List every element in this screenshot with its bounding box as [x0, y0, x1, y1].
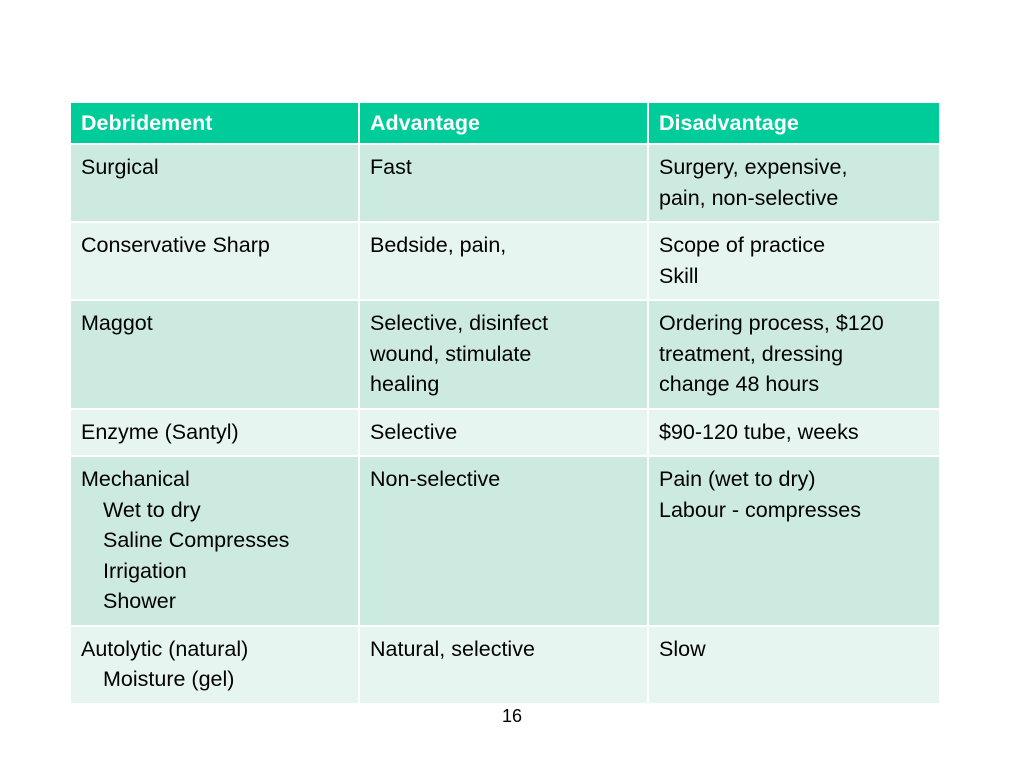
table-row: Surgical Fast Surgery, expensive, pain, …	[69, 143, 941, 223]
cell-disadvantage: $90-120 tube, weeks	[647, 407, 941, 457]
cell-sub-line: Irrigation	[103, 558, 187, 583]
cell-line: Scope of practice	[659, 233, 826, 257]
cell-line: Bedside, pain,	[370, 233, 507, 257]
cell-line: Labour - compresses	[659, 497, 861, 522]
header-advantage: Advantage	[358, 101, 649, 145]
cell-line: Enzyme (Santyl)	[81, 419, 239, 444]
cell-line: Selective, disinfect	[370, 311, 549, 335]
cell-advantage: Selective, disinfect wound, stimulate he…	[358, 299, 649, 410]
cell-line: Mechanical	[81, 467, 190, 491]
cell-advantage: Selective	[358, 407, 649, 457]
cell-line: Pain (wet to dry)	[659, 467, 816, 491]
debridement-table: Debridement Advantage Disadvantage Surgi…	[69, 101, 941, 705]
cell-line: treatment, dressing	[659, 341, 844, 366]
header-disadvantage: Disadvantage	[647, 101, 941, 145]
cell-sub-line: Wet to dry	[103, 497, 201, 522]
cell-debridement: Mechanical Wet to dry Saline Compresses …	[69, 455, 360, 627]
cell-line: Slow	[659, 636, 706, 661]
cell-advantage: Bedside, pain,	[358, 221, 649, 301]
cell-debridement: Enzyme (Santyl)	[69, 407, 360, 457]
cell-line: wound, stimulate	[370, 341, 532, 366]
header-debridement: Debridement	[69, 101, 360, 145]
table-row: Autolytic (natural) Moisture (gel) Natur…	[69, 624, 941, 705]
cell-line: change 48 hours	[659, 372, 820, 396]
table-row: Enzyme (Santyl) Selective $90-120 tube, …	[69, 407, 941, 457]
cell-line: Maggot	[81, 311, 153, 335]
table-row: Mechanical Wet to dry Saline Compresses …	[69, 455, 941, 627]
cell-disadvantage: Scope of practice Skill	[647, 221, 941, 301]
cell-line: Surgical	[81, 155, 159, 179]
cell-sub-line: Moisture (gel)	[103, 667, 235, 691]
cell-advantage: Non-selective	[358, 455, 649, 627]
cell-disadvantage: Surgery, expensive, pain, non-selective	[647, 143, 941, 223]
cell-sub-line: Saline Compresses	[103, 528, 290, 552]
table-row: Conservative Sharp Bedside, pain, Scope …	[69, 221, 941, 301]
cell-line: pain, non-selective	[659, 185, 839, 210]
table-row: Maggot Selective, disinfect wound, stimu…	[69, 299, 941, 410]
cell-debridement: Surgical	[69, 143, 360, 223]
cell-line: Conservative Sharp	[81, 233, 270, 257]
cell-disadvantage: Ordering process, $120 treatment, dressi…	[647, 299, 941, 410]
cell-advantage: Fast	[358, 143, 649, 223]
cell-debridement: Conservative Sharp	[69, 221, 360, 301]
cell-line: Surgery, expensive,	[659, 155, 848, 179]
cell-debridement: Autolytic (natural) Moisture (gel)	[69, 624, 360, 705]
cell-line: Autolytic (natural)	[81, 636, 249, 661]
cell-line: $90-120 tube, weeks	[659, 419, 859, 444]
cell-line: Fast	[370, 155, 412, 179]
cell-line: Ordering process, $120	[659, 311, 884, 335]
cell-disadvantage: Slow	[647, 624, 941, 705]
cell-debridement: Maggot	[69, 299, 360, 410]
cell-disadvantage: Pain (wet to dry) Labour - compresses	[647, 455, 941, 627]
cell-line: Natural, selective	[370, 636, 535, 661]
cell-sub-line: Shower	[103, 589, 176, 613]
cell-line: Non-selective	[370, 467, 501, 491]
cell-advantage: Natural, selective	[358, 624, 649, 705]
cell-line: Selective	[370, 419, 458, 444]
table-header-row: Debridement Advantage Disadvantage	[69, 101, 941, 145]
cell-line: healing	[370, 372, 440, 396]
page-number: 16	[501, 706, 523, 726]
cell-line: Skill	[659, 263, 699, 288]
